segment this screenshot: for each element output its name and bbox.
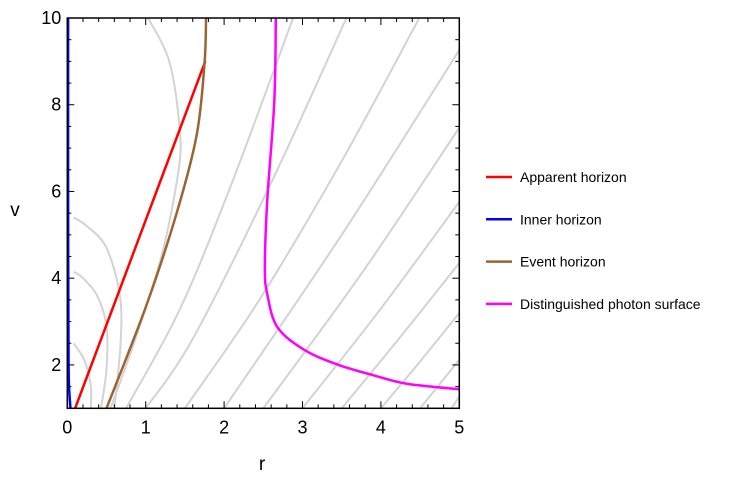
background-curve (301, 201, 460, 409)
background-curve (380, 312, 460, 409)
background-curve (184, 18, 421, 409)
background-curve (125, 18, 295, 409)
x-tick-label: 3 (297, 417, 307, 437)
background-curve (73, 216, 123, 409)
x-tick-label: 0 (62, 417, 72, 437)
background-curve (450, 396, 460, 409)
background-curve (73, 270, 109, 409)
y-tick-label: 8 (51, 95, 61, 115)
y-axis-label: v (10, 200, 20, 221)
legend-label: Distinguished photon surface (520, 296, 701, 312)
x-axis-label: r (259, 454, 266, 475)
x-tick-label: 2 (219, 417, 229, 437)
y-tick-label: 4 (51, 268, 61, 288)
y-tick-label: 2 (51, 355, 61, 375)
y-tick-label: 10 (41, 8, 61, 28)
y-tick-label: 6 (51, 181, 61, 201)
x-tick-label: 5 (454, 417, 464, 437)
background-curve (419, 359, 460, 409)
background-curve (144, 18, 348, 409)
axis-ticks: 0 1 2 3 4 5 2 4 6 8 10 (41, 8, 464, 437)
legend-label: Inner horizon (520, 211, 602, 227)
background-curve (223, 49, 460, 409)
legend-label: Apparent horizon (520, 169, 627, 185)
x-tick-label: 4 (376, 417, 386, 437)
series-line-distinguished-photon-surface (263, 18, 460, 391)
series-line-apparent-horizon (73, 60, 207, 409)
x-tick-label: 1 (141, 417, 151, 437)
series-lines (67, 18, 460, 409)
background-curve (262, 127, 460, 409)
background-curve (109, 18, 182, 409)
legend-label: Event horizon (520, 254, 606, 270)
legend: Apparent horizon Inner horizon Event horiz… (486, 169, 701, 312)
background-curve (340, 262, 460, 409)
series-line-event-horizon (105, 18, 208, 409)
